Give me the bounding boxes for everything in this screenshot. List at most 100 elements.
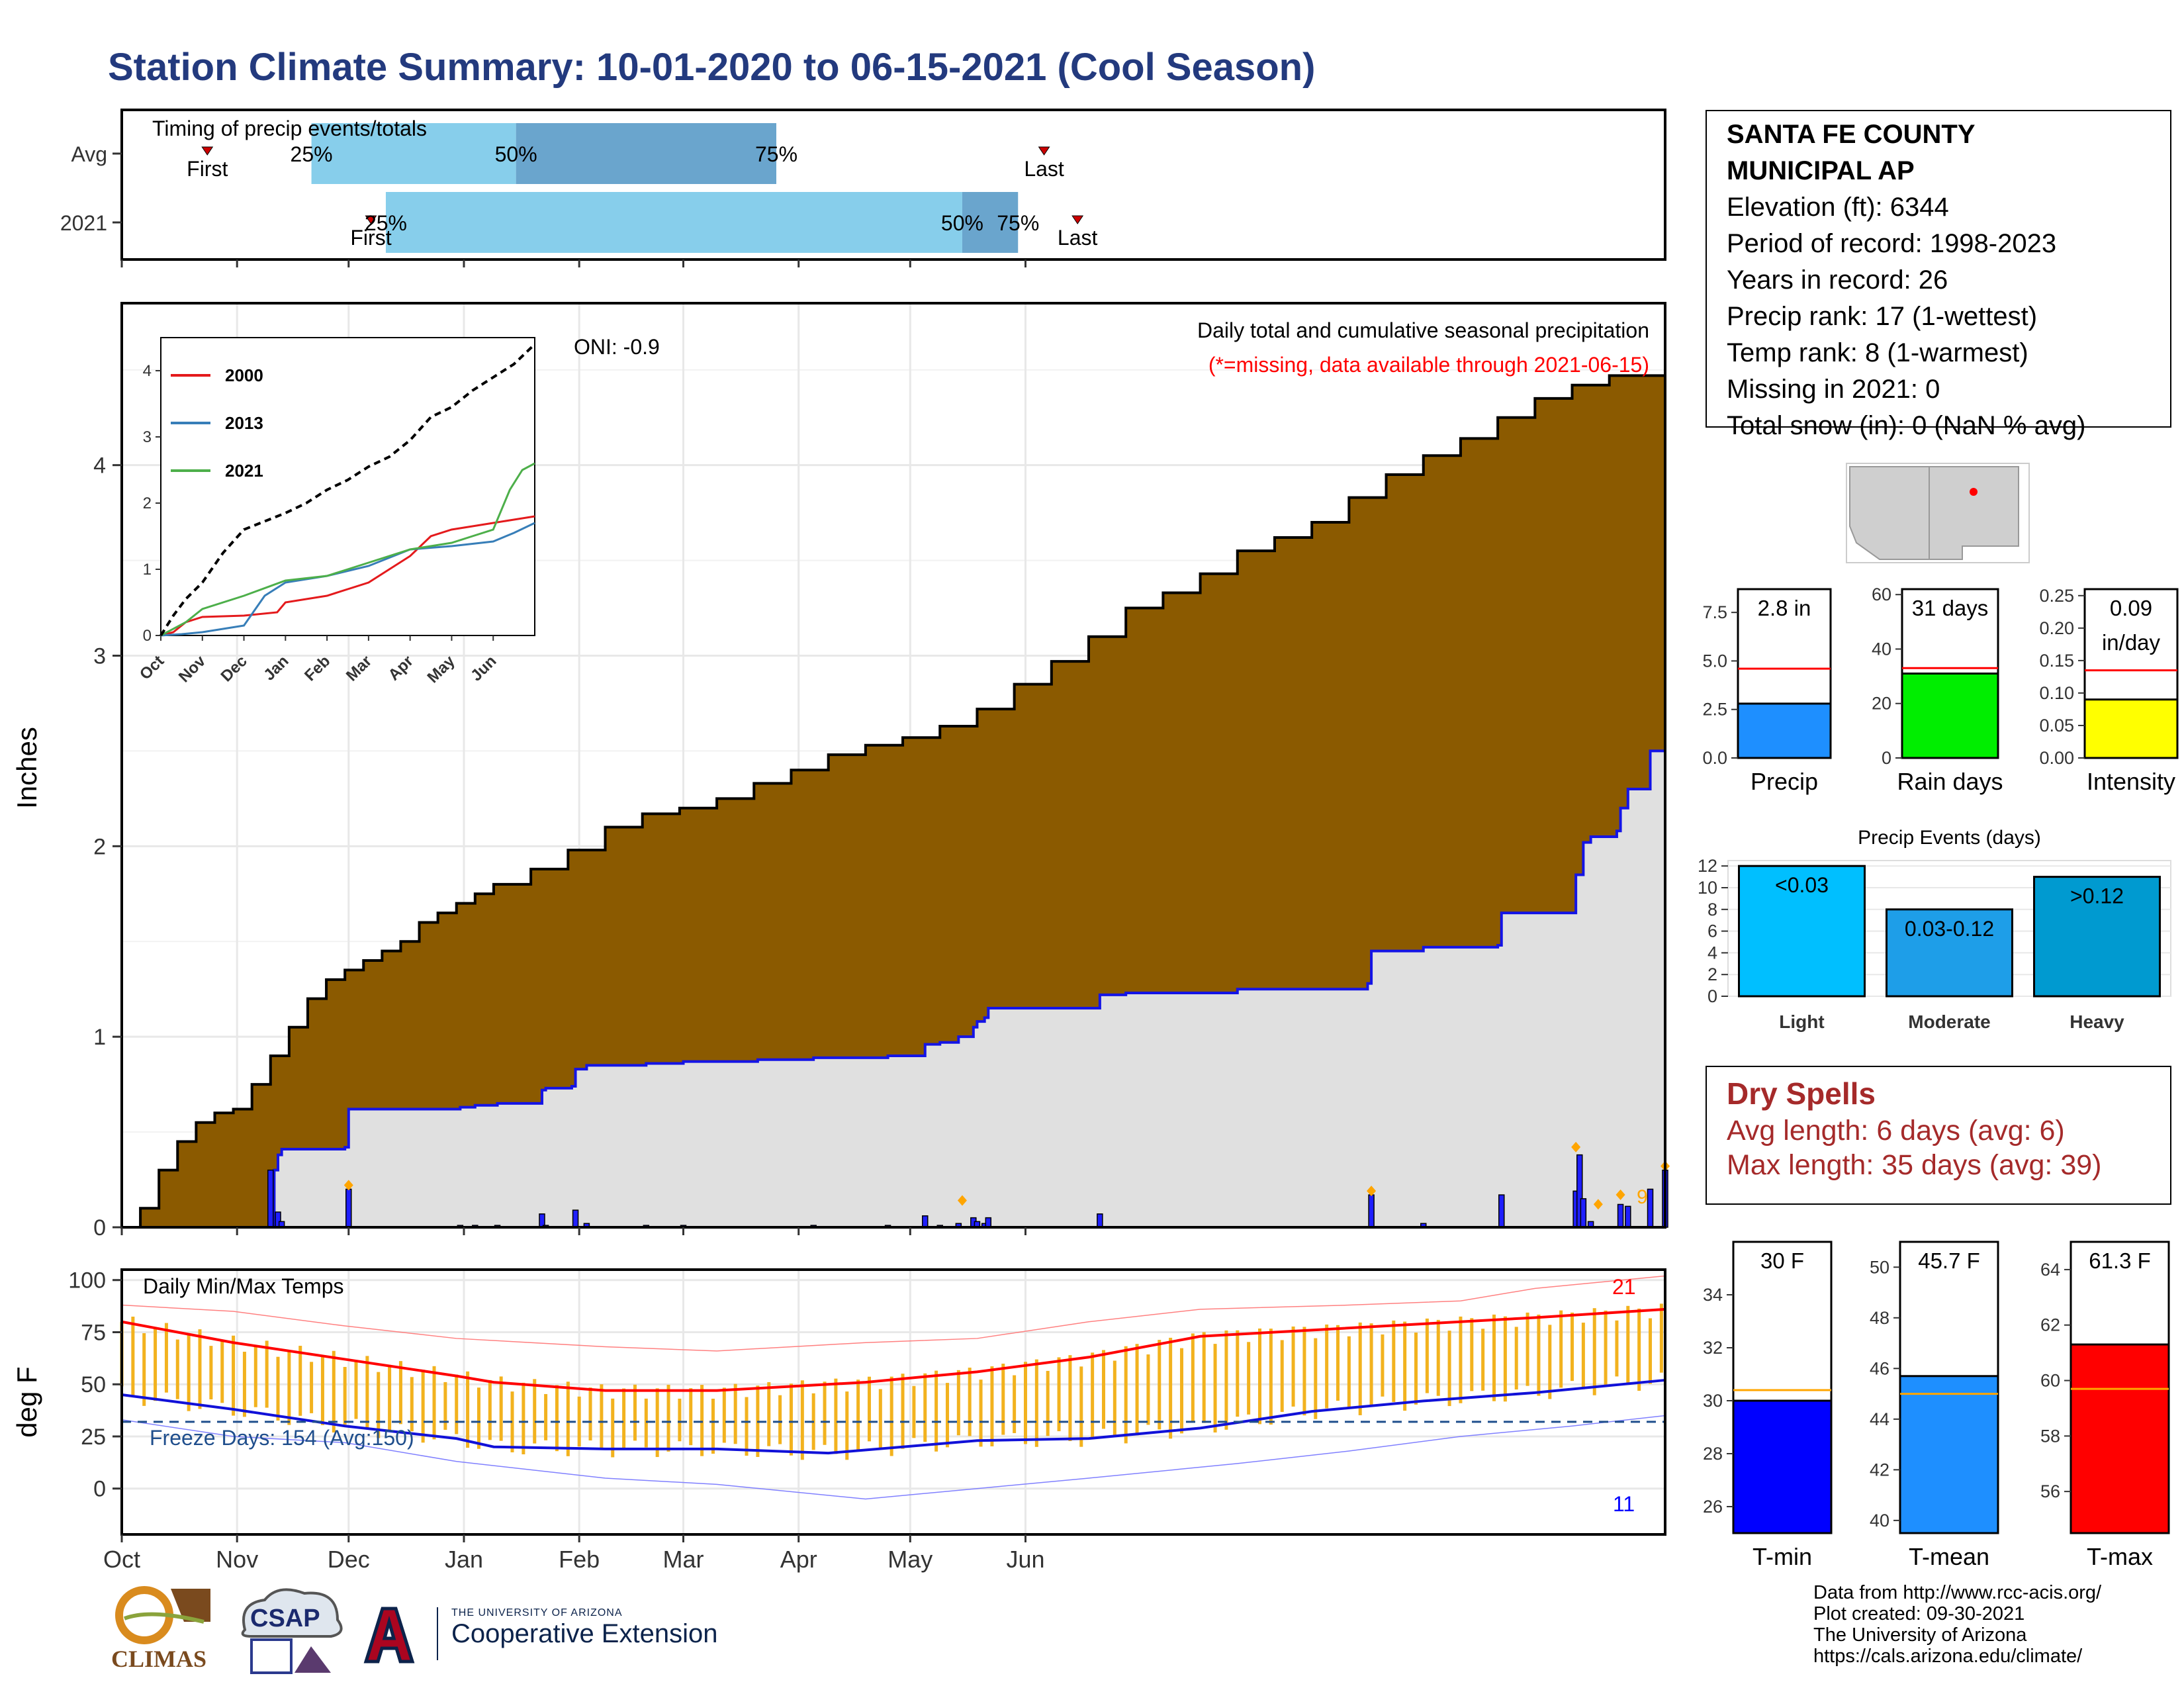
daily-temp-bar xyxy=(410,1377,414,1432)
daily-temp-bar xyxy=(365,1356,369,1429)
event-marker xyxy=(957,1195,967,1206)
daily-temp-bar xyxy=(477,1387,480,1449)
daily-temp-bar xyxy=(1046,1370,1050,1436)
daily-temp-bar xyxy=(644,1398,648,1448)
event-category-label: Moderate xyxy=(1908,1011,1990,1032)
daily-temp-bar xyxy=(1124,1346,1128,1444)
daily-temp-bar xyxy=(510,1391,514,1453)
daily-temp-bar xyxy=(421,1370,425,1443)
event-count: 9 xyxy=(1637,1186,1648,1208)
event-bar xyxy=(1886,908,2013,998)
daily-temp-bar xyxy=(1001,1364,1005,1435)
events-y-tick-label: 0 xyxy=(1707,986,1717,1006)
daily-precip-bar xyxy=(1368,1194,1375,1228)
precip-frame xyxy=(120,302,1666,1229)
small-chart-y-tick-label: 48 xyxy=(1870,1308,1889,1328)
daily-temp-bar xyxy=(522,1382,525,1455)
small-chart-bar xyxy=(1737,702,1832,759)
small-chart-value: 0.09 xyxy=(2110,596,2152,620)
daily-temp-bar xyxy=(577,1396,581,1447)
daily-temp-bar xyxy=(1537,1314,1541,1396)
precip-y-tick-label: 3 xyxy=(93,643,106,669)
daily-temp-bar xyxy=(555,1385,559,1452)
event-bar xyxy=(2033,876,2161,998)
daily-temp-bar xyxy=(1224,1330,1228,1430)
temp-y-tick-label: 75 xyxy=(81,1320,106,1345)
timing-row-label: Avg xyxy=(71,142,107,166)
csap-logo-graphic xyxy=(241,1588,343,1674)
credit-line-4: https://cals.arizona.edu/climate/ xyxy=(1813,1646,2083,1667)
small-chart-y-tick-label: 0 xyxy=(1882,748,1891,768)
small-chart-y-tick-label: 0.00 xyxy=(2039,748,2074,768)
daily-temp-bar xyxy=(956,1370,960,1436)
month-label: Nov xyxy=(216,1546,258,1573)
credit-line-1: Data from http://www.rcc-acis.org/ xyxy=(1813,1582,2102,1603)
ua-cooperative-extension: THE UNIVERSITY OF ARIZONA Cooperative Ex… xyxy=(437,1607,749,1660)
temp-ylabel: deg F xyxy=(11,1366,42,1437)
daily-temp-bar xyxy=(666,1384,670,1452)
daily-temp-bar xyxy=(1403,1321,1407,1411)
timing-bar-50-75 xyxy=(962,192,1019,253)
first-label: First xyxy=(187,157,228,181)
daily-temp-bar xyxy=(889,1376,893,1456)
temp-frame xyxy=(120,1268,1666,1536)
daily-temp-bar xyxy=(733,1383,737,1444)
small-chart-y-tick-label: 34 xyxy=(1703,1285,1723,1305)
daily-temp-bar xyxy=(1525,1312,1529,1386)
temp-title: Daily Min/Max Temps xyxy=(143,1274,343,1298)
daily-temp-bar xyxy=(198,1329,202,1409)
daily-temp-bar xyxy=(1269,1329,1273,1425)
inset-y-tick-label: 2 xyxy=(143,494,152,512)
last-marker xyxy=(1038,146,1050,156)
precip-rank-text: Precip rank: 17 (1-wettest) xyxy=(1727,302,2038,331)
daily-temp-bar xyxy=(856,1380,860,1450)
inset-legend-label: 2021 xyxy=(225,461,263,481)
small-chart-y-tick-label: 40 xyxy=(1870,1511,1889,1530)
station-info-box: SANTA FE COUNTY MUNICIPAL AP Elevation (… xyxy=(1706,110,2171,440)
event-bar xyxy=(1738,865,1866,998)
small-chart-y-tick-label: 44 xyxy=(1870,1409,1889,1429)
credit-line-3: The University of Arizona xyxy=(1813,1624,2027,1646)
daily-temp-bar xyxy=(745,1397,749,1456)
dry-spells-title: Dry Spells xyxy=(1727,1076,1876,1111)
temp-y-tick-label: 0 xyxy=(93,1477,106,1502)
timing-row-label: 2021 xyxy=(60,211,107,235)
dry-spells-max: Max length: 35 days (avg: 39) xyxy=(1727,1149,2102,1181)
daily-temp-bar xyxy=(789,1383,793,1456)
month-label: Oct xyxy=(103,1546,140,1573)
ua-logo xyxy=(359,1602,419,1668)
cumulative-2021-line xyxy=(122,694,1666,1229)
daily-precip-bar xyxy=(267,1169,274,1228)
inset-series-line xyxy=(160,462,535,637)
daily-temp-bar xyxy=(1179,1348,1183,1434)
small-chart-bar xyxy=(1899,1375,1999,1534)
daily-precip-bar xyxy=(1580,1198,1587,1228)
daily-temp-bar xyxy=(164,1323,168,1393)
events-y-tick-label: 8 xyxy=(1707,900,1717,919)
ua-logo-graphic xyxy=(363,1607,415,1664)
daily-temp-bar xyxy=(912,1385,916,1438)
small-chart-y-tick-label: 0.0 xyxy=(1702,748,1727,768)
inset-y-tick-label: 0 xyxy=(143,627,152,645)
timing-title: Timing of precip events/totals xyxy=(152,117,427,140)
small-chart-label: T-mean xyxy=(1909,1543,1989,1570)
dry-spells-avg: Avg length: 6 days (avg: 6) xyxy=(1727,1115,2065,1147)
precip-ylabel: Inches xyxy=(11,727,42,809)
small-chart-value: 2.8 in xyxy=(1758,596,1811,620)
daily-temp-bar xyxy=(131,1317,135,1396)
freeze-days-label: Freeze Days: 154 (Avg:150) xyxy=(150,1426,414,1450)
daily-temp-bar xyxy=(1146,1354,1150,1425)
oni-label: ONI: -0.9 xyxy=(574,335,660,359)
inset-legend-label: 2013 xyxy=(225,413,263,433)
daily-temp-bar xyxy=(689,1388,693,1446)
small-chart-value: 30 F xyxy=(1760,1248,1804,1273)
small-chart-label: Rain days xyxy=(1897,768,2003,795)
daily-temp-bar xyxy=(1013,1375,1017,1433)
daily-temp-bar xyxy=(1202,1332,1206,1423)
small-chart-value: 31 days xyxy=(1912,596,1989,620)
daily-temp-bar xyxy=(1213,1344,1217,1433)
timing-bar-25-50 xyxy=(311,123,516,184)
daily-temp-bar xyxy=(253,1345,257,1407)
precip-y-tick-label: 0 xyxy=(93,1215,106,1241)
